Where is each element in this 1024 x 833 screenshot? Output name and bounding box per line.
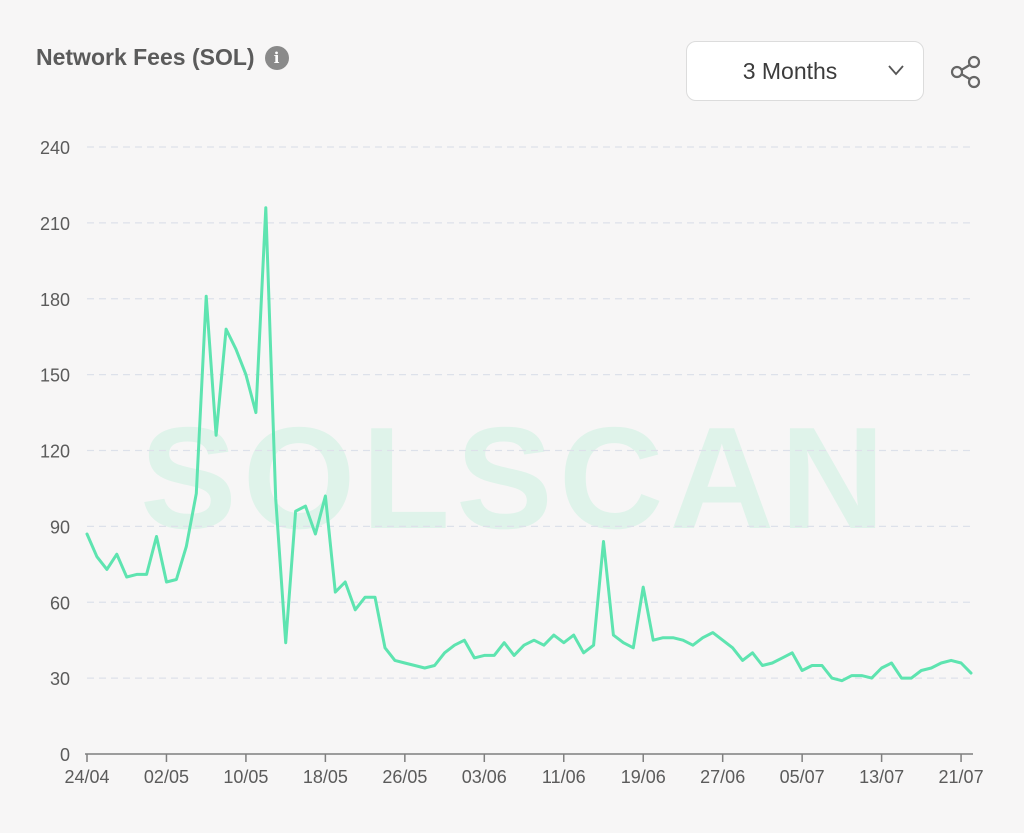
y-tick-label: 240 [40, 138, 70, 158]
x-tick-label: 27/06 [700, 767, 745, 787]
chevron-down-icon [888, 65, 904, 76]
y-tick-label: 150 [40, 366, 70, 386]
y-tick-label: 210 [40, 214, 70, 234]
info-icon[interactable]: i [264, 45, 289, 70]
x-tick-label: 21/07 [939, 767, 984, 787]
share-icon[interactable] [949, 55, 983, 89]
x-tick-label: 11/06 [542, 767, 586, 787]
y-tick-label: 30 [50, 669, 70, 689]
x-tick-label: 19/06 [621, 767, 666, 787]
x-tick-label: 02/05 [144, 767, 189, 787]
x-tick-label: 26/05 [382, 767, 427, 787]
x-tick-label: 13/07 [859, 767, 904, 787]
time-range-value: 3 Months [742, 57, 838, 84]
y-tick-label: 0 [60, 745, 70, 765]
y-tick-label: 180 [40, 290, 70, 310]
time-range-dropdown[interactable]: 3 Months [686, 41, 924, 101]
x-tick-label: 18/05 [303, 767, 348, 787]
y-tick-label: 90 [50, 517, 70, 537]
x-tick-label: 10/05 [223, 767, 268, 787]
page-title: Network Fees (SOL) i [36, 44, 289, 71]
y-tick-label: 120 [40, 442, 70, 462]
x-tick-label: 05/07 [780, 767, 825, 787]
x-tick-label: 24/04 [64, 767, 109, 787]
series-line [85, 206, 973, 683]
watermark-logo: SOLSCAN [140, 397, 891, 559]
chart-title: Network Fees (SOL) [36, 44, 255, 70]
y-tick-label: 60 [50, 593, 70, 613]
x-tick-label: 03/06 [462, 767, 507, 787]
